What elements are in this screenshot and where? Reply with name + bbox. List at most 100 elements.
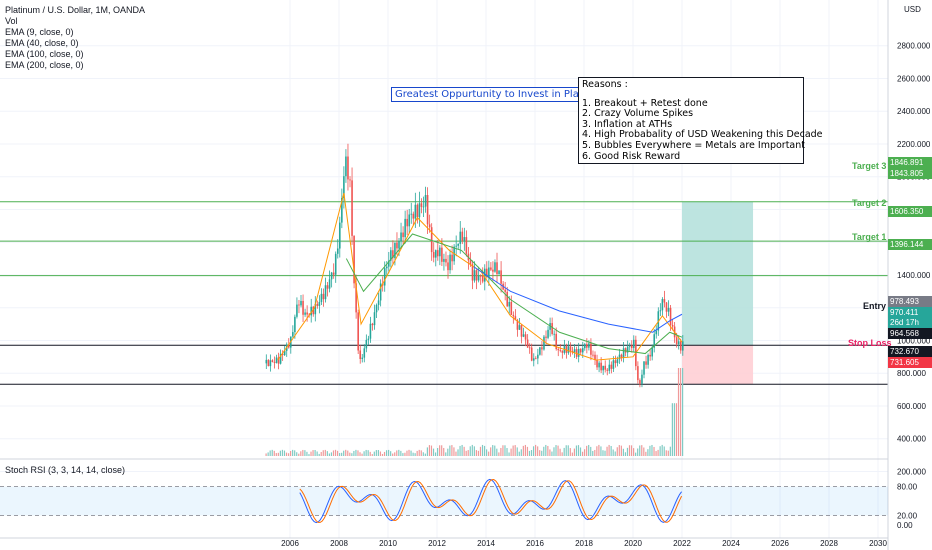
volume-bar — [655, 451, 657, 456]
volume-bar — [624, 452, 627, 456]
reasons-annotation[interactable]: Reasons : 1. Breakout + Retest done 2. C… — [578, 77, 823, 164]
volume-bar — [612, 449, 614, 456]
ema-line-fast — [277, 192, 683, 361]
candle-body — [432, 252, 435, 258]
candle-body — [439, 247, 441, 257]
candle-body — [661, 299, 664, 311]
reasons-title: Reasons : — [582, 79, 628, 90]
volume-bar — [396, 450, 398, 456]
candle-body — [461, 231, 464, 241]
headline-annotation[interactable]: Greatest Oppurtunity to Invest in Platin… — [391, 87, 612, 102]
candle-body — [500, 270, 502, 284]
volume-bar — [545, 444, 547, 456]
candle-body — [437, 250, 439, 257]
volume-bar — [428, 445, 431, 456]
candle-body — [336, 248, 339, 254]
target3-price-tag-2: 1843.805 — [888, 168, 932, 179]
volume-bar — [557, 445, 559, 456]
target2-price-tag: 1606.350 — [888, 206, 932, 217]
candle-body — [434, 250, 437, 258]
volume-bar — [549, 449, 551, 456]
volume-bar — [565, 445, 567, 456]
volume-bar — [649, 445, 651, 456]
target3-label: Target 3 — [852, 161, 887, 171]
candle-body — [606, 369, 609, 371]
volume-bar — [626, 447, 629, 456]
candle-body — [402, 232, 404, 238]
volume-bar — [579, 447, 582, 456]
volume-bar — [508, 452, 510, 456]
indicator-ema200[interactable]: EMA (200, close, 0) — [5, 60, 84, 70]
volume-bar — [357, 450, 359, 456]
candle-body — [330, 272, 333, 280]
volume-bar — [292, 449, 294, 456]
indicator-vol[interactable]: Vol — [5, 16, 18, 26]
volume-bar — [294, 450, 296, 456]
volume-bar — [614, 451, 616, 456]
indicator-ema100[interactable]: EMA (100, close, 0) — [5, 49, 84, 59]
volume-bar — [504, 445, 506, 456]
candle-body — [463, 237, 466, 241]
volume-bar — [330, 452, 333, 456]
time-tick-label: 2022 — [673, 539, 691, 548]
ema-line-slow — [345, 233, 683, 355]
volume-bar — [328, 453, 330, 456]
candle-body — [367, 338, 370, 340]
candle-body — [530, 347, 533, 361]
volume-bar — [594, 449, 596, 456]
candle-body — [414, 204, 417, 219]
volume-bar — [449, 445, 451, 456]
candle-body — [312, 306, 315, 315]
volume-bar — [306, 451, 308, 456]
price-tick-label: 200.000 — [897, 467, 926, 476]
stop-price-tag: 732.670 — [888, 346, 932, 357]
volume-bar — [633, 448, 635, 456]
volume-bar — [628, 445, 631, 456]
volume-bar — [349, 452, 351, 456]
candle-body — [479, 275, 482, 277]
candle-body — [326, 285, 329, 289]
candle-body — [361, 357, 364, 359]
volume-bar — [543, 446, 545, 456]
candle-body — [455, 245, 457, 247]
candle-body — [543, 336, 545, 350]
candle-body — [483, 268, 486, 282]
candle-body — [614, 360, 617, 364]
candle-body — [408, 214, 411, 227]
volume-bar — [302, 449, 304, 456]
volume-bar — [416, 450, 418, 456]
volume-bar — [439, 445, 441, 456]
volume-bar — [506, 448, 508, 456]
volume-bar — [279, 450, 281, 456]
volume-bar — [465, 450, 467, 456]
candle-body — [541, 347, 543, 350]
volume-bar — [426, 447, 428, 456]
volume-bar — [616, 447, 618, 456]
candle-body — [598, 362, 600, 368]
volume-bar — [285, 452, 288, 456]
volume-bar — [339, 453, 341, 456]
volume-bar — [518, 451, 520, 456]
volume-bar — [324, 449, 326, 456]
volume-bar — [441, 445, 443, 456]
price-tick-label: 1000.000 — [897, 336, 931, 345]
candle-body — [590, 343, 592, 355]
volume-bar — [390, 451, 392, 456]
time-tick-label: 2012 — [428, 539, 446, 548]
time-tick-label: 2028 — [820, 539, 838, 548]
volume-bar — [575, 445, 578, 456]
volume-bar — [475, 450, 477, 456]
indicator-ema40[interactable]: EMA (40, close, 0) — [5, 38, 79, 48]
time-tick-label: 2016 — [526, 539, 544, 548]
volume-bar — [520, 449, 522, 456]
volume-bar — [457, 449, 459, 456]
candle-body — [318, 301, 321, 306]
candle-body — [592, 354, 594, 356]
candle-body — [633, 339, 635, 348]
volume-bar — [596, 446, 598, 456]
candle-body — [339, 222, 341, 249]
stoch-rsi-legend[interactable]: Stoch RSI (3, 3, 14, 14, close) — [5, 465, 126, 475]
volume-bar — [635, 452, 637, 456]
indicator-ema9[interactable]: EMA (9, close, 0) — [5, 27, 74, 37]
price-tick-label: 400.000 — [897, 435, 926, 444]
